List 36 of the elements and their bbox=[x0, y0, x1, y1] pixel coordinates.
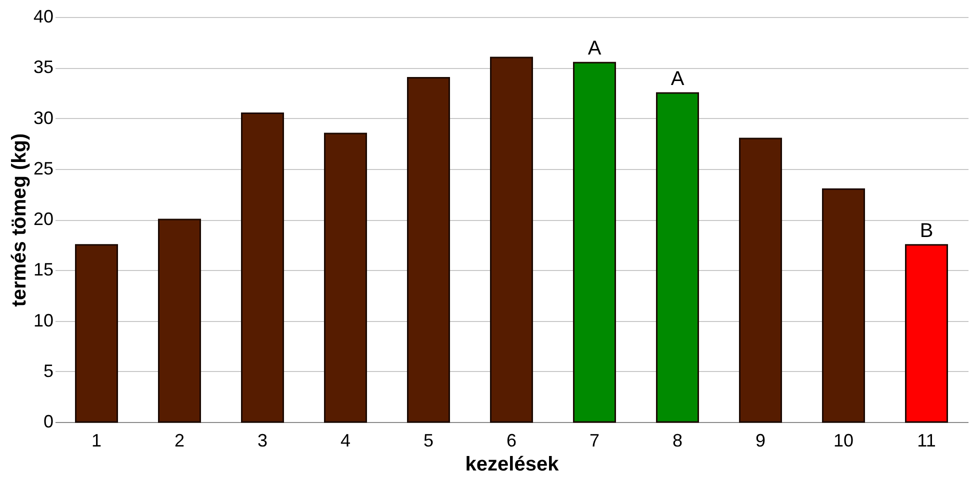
y-tick-label: 25 bbox=[33, 158, 54, 178]
y-tick-label: 40 bbox=[33, 6, 54, 26]
x-tick-label: 1 bbox=[91, 430, 102, 450]
bar bbox=[739, 138, 782, 423]
x-tick-label: 2 bbox=[174, 430, 185, 450]
bar bbox=[573, 62, 616, 423]
x-tick-label: 8 bbox=[672, 430, 683, 450]
y-axis-title: termés tömeg (kg) bbox=[8, 133, 30, 307]
bar bbox=[324, 132, 367, 423]
annotation: B bbox=[920, 220, 934, 242]
bar bbox=[241, 112, 284, 423]
bar bbox=[822, 188, 865, 423]
bar bbox=[407, 77, 450, 423]
x-tick-label: 11 bbox=[917, 430, 936, 450]
y-tick-label: 30 bbox=[33, 108, 54, 128]
x-tick-label: 10 bbox=[833, 430, 854, 450]
x-tick-label: 5 bbox=[423, 430, 434, 450]
bar bbox=[75, 244, 118, 423]
y-tick-label: 35 bbox=[33, 57, 54, 78]
bar bbox=[905, 244, 948, 423]
x-tick-label: 6 bbox=[506, 430, 517, 450]
y-tick-label: 0 bbox=[43, 412, 54, 432]
y-tick-label: 5 bbox=[43, 360, 54, 381]
y-tick-label: 10 bbox=[33, 310, 54, 330]
bar bbox=[656, 92, 699, 423]
x-tick-label: 7 bbox=[589, 430, 600, 450]
annotation: A bbox=[670, 68, 685, 90]
bar bbox=[158, 218, 201, 423]
x-axis-title: kezelések bbox=[465, 454, 560, 476]
y-tick-label: 15 bbox=[33, 260, 54, 280]
bar bbox=[490, 56, 533, 423]
x-tick-label: 9 bbox=[755, 430, 766, 450]
x-tick-label: 3 bbox=[257, 430, 268, 450]
annotation: A bbox=[588, 38, 602, 60]
x-tick-label: 4 bbox=[340, 430, 351, 450]
y-tick-label: 20 bbox=[33, 209, 54, 229]
